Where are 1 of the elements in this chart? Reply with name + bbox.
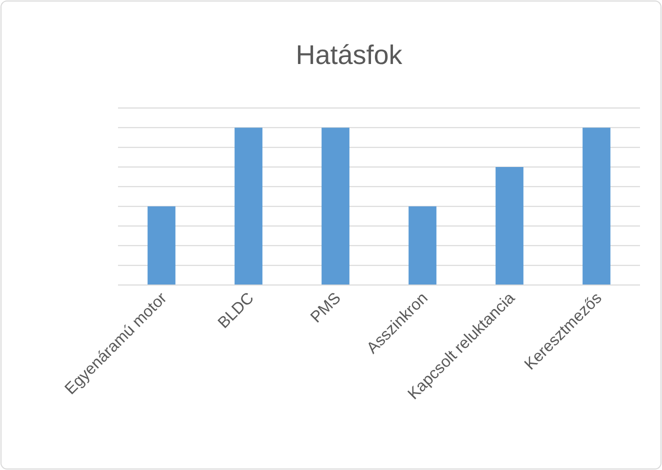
chart-title: Hatásfok [296, 40, 403, 70]
